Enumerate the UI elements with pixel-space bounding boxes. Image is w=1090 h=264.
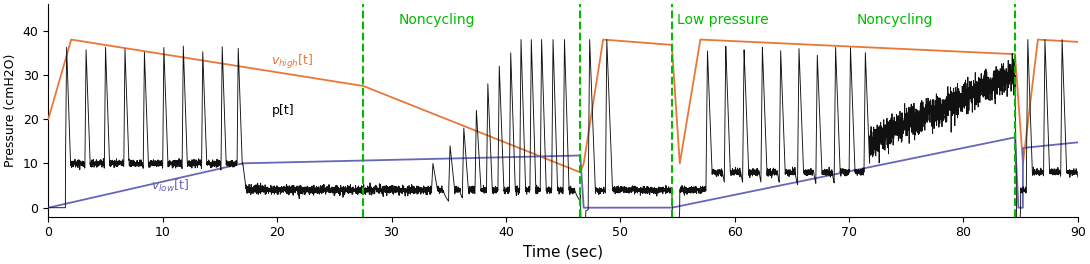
X-axis label: Time (sec): Time (sec) — [523, 245, 603, 260]
Text: $v_{low}$[t]: $v_{low}$[t] — [152, 177, 190, 194]
Text: Noncycling: Noncycling — [857, 13, 933, 27]
Text: p[t]: p[t] — [271, 104, 294, 117]
Text: $v_{high}$[t]: $v_{high}$[t] — [271, 53, 314, 71]
Text: Low pressure: Low pressure — [678, 13, 770, 27]
Y-axis label: Pressure (cmH2O): Pressure (cmH2O) — [4, 54, 17, 167]
Text: Noncycling: Noncycling — [399, 13, 475, 27]
